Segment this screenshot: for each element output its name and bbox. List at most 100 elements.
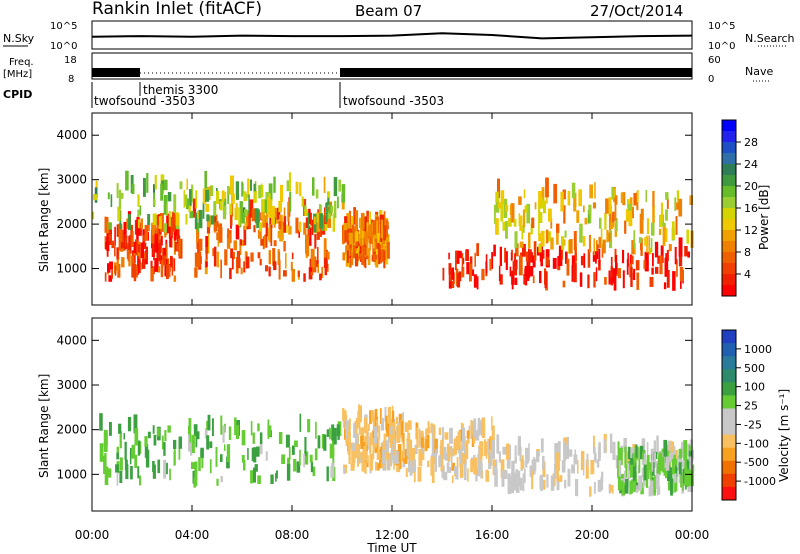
power-cell	[385, 233, 390, 248]
power-cell	[361, 246, 366, 265]
power-cell	[265, 192, 269, 200]
power-cell	[247, 211, 251, 230]
velocity-cell	[425, 439, 428, 451]
velocity-cell	[597, 479, 602, 492]
velocity-cell	[259, 432, 263, 451]
power-cell	[560, 191, 564, 212]
power-cell	[150, 260, 153, 270]
power-cell	[123, 221, 127, 235]
colorbar-swatch	[722, 408, 736, 423]
power-cell	[125, 170, 129, 191]
velocity-cell	[565, 448, 569, 460]
velocity-cell	[416, 442, 419, 449]
velocity-cell	[557, 441, 561, 461]
power-cell	[197, 248, 201, 267]
power-cell	[631, 240, 635, 255]
velocity-cell	[593, 435, 595, 454]
velocity-cell	[523, 468, 526, 483]
power-cell	[259, 222, 263, 232]
power-cell	[522, 243, 526, 257]
power-cell	[576, 210, 580, 223]
velocity-cell	[632, 459, 637, 478]
velocity-cell	[510, 486, 514, 494]
power-cell	[273, 240, 277, 247]
power-cell	[628, 210, 633, 227]
power-cell	[259, 258, 262, 266]
power-cell	[622, 270, 625, 289]
power-cell	[228, 186, 232, 195]
velocity-cell	[626, 451, 630, 471]
power-cell	[655, 266, 659, 274]
velocity-cell	[220, 454, 223, 462]
power-cell	[305, 217, 309, 228]
velocity-cell	[542, 455, 545, 470]
power-cell	[246, 210, 249, 227]
velocity-cell	[629, 480, 632, 495]
velocity-cell	[104, 453, 107, 469]
velocity-cell	[575, 479, 579, 497]
power-cell	[606, 229, 609, 243]
velocity-cell	[267, 425, 272, 437]
power-cell	[162, 247, 166, 265]
velocity-cell	[357, 457, 359, 467]
power-cell	[540, 246, 543, 267]
y-tick-label: 3000	[56, 173, 87, 187]
velocity-cell	[674, 449, 678, 459]
velocity-cell	[492, 440, 495, 459]
velocity-cell	[563, 441, 567, 462]
power-cell	[276, 207, 281, 220]
velocity-cell	[663, 439, 668, 457]
velocity-cell	[200, 447, 204, 458]
velocity-cell	[314, 448, 318, 461]
power-cell	[526, 266, 530, 281]
power-cell	[327, 215, 332, 228]
power-cell	[574, 247, 577, 261]
velocity-cell	[391, 444, 393, 460]
velocity-cell	[661, 456, 665, 473]
date-title: 27/Oct/2014	[590, 2, 683, 20]
colorbar-swatch	[722, 120, 736, 132]
power-cell	[121, 257, 125, 268]
power-cell	[133, 264, 137, 282]
velocity-cell	[206, 435, 210, 450]
velocity-cell	[209, 459, 212, 474]
velocity-cell	[447, 466, 452, 473]
power-cell	[675, 216, 678, 235]
power-cell	[578, 189, 582, 207]
velocity-cell	[192, 470, 196, 484]
velocity-cell	[635, 444, 638, 458]
power-cell	[509, 204, 512, 215]
power-cell	[380, 219, 384, 239]
velocity-cell	[241, 455, 245, 463]
power-cell	[241, 240, 245, 247]
velocity-cell	[678, 448, 683, 459]
velocity-cell	[299, 413, 302, 432]
power-cell	[318, 204, 322, 212]
power-cell	[140, 242, 144, 259]
velocity-cell	[593, 482, 596, 494]
power-cell	[109, 261, 113, 270]
velocity-cell	[369, 410, 372, 425]
velocity-cell	[654, 452, 656, 468]
colorbar-swatch	[722, 263, 736, 275]
velocity-cell	[651, 452, 654, 472]
power-cell	[610, 266, 613, 286]
velocity-cell	[561, 460, 566, 473]
velocity-cell	[343, 467, 346, 475]
velocity-cell	[344, 419, 348, 439]
power-cell	[458, 250, 462, 259]
velocity-cell	[623, 438, 627, 453]
power-cell	[157, 266, 161, 273]
power-cell	[524, 205, 528, 213]
velocity-data	[99, 404, 695, 497]
power-cell	[202, 188, 207, 204]
power-cell	[131, 261, 135, 278]
power-cell	[546, 197, 548, 204]
velocity-cell	[444, 432, 449, 440]
velocity-cell	[642, 475, 645, 488]
power-cell	[664, 257, 668, 277]
power-cell	[465, 250, 469, 261]
power-cell	[386, 242, 390, 259]
power-cell	[167, 258, 170, 268]
power-cell	[173, 258, 176, 272]
